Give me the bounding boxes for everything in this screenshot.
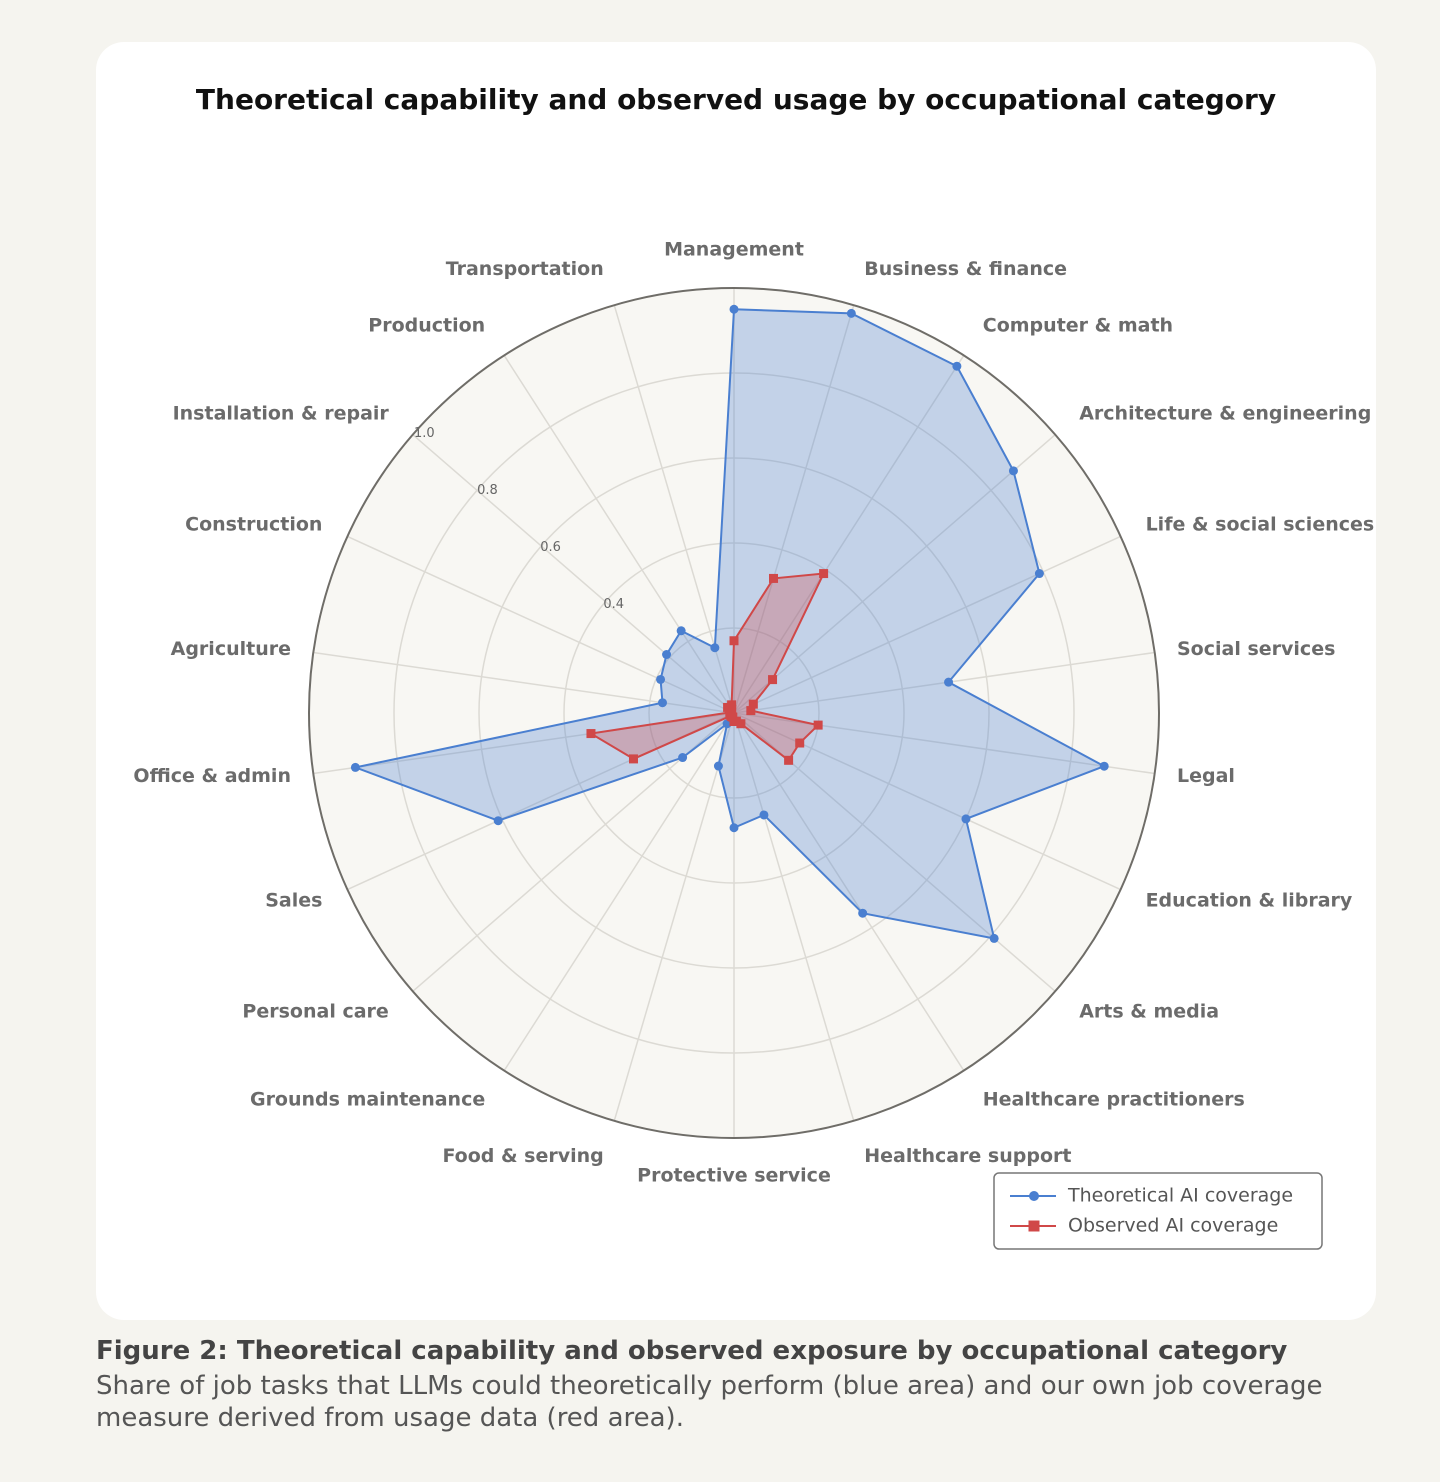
data-point — [846, 308, 856, 318]
data-point — [713, 761, 723, 771]
spoke — [733, 305, 855, 714]
category-label: Agriculture — [171, 638, 291, 660]
legend-marker — [1028, 1220, 1040, 1232]
category-label: Social services — [1177, 638, 1335, 660]
data-point — [1008, 466, 1018, 476]
data-point — [729, 304, 739, 314]
category-label: Grounds maintenance — [250, 1089, 485, 1111]
category-label: Food & serving — [442, 1145, 603, 1167]
chart: Theoretical capability and observed usag… — [133, 83, 1375, 1250]
data-point — [350, 762, 360, 772]
legend-label: Theoretical AI coverage — [1067, 1185, 1293, 1207]
r-tick-label: 0.8 — [477, 483, 498, 498]
category-label: Healthcare practitioners — [983, 1089, 1245, 1111]
data-point — [1099, 761, 1109, 771]
category-label: Management — [664, 239, 804, 261]
category-label: Computer & math — [983, 314, 1173, 336]
data-point — [729, 636, 739, 646]
data-point — [768, 675, 778, 685]
spoke — [347, 535, 735, 714]
spoke — [733, 355, 965, 714]
category-label: Architecture & engineering — [1079, 402, 1371, 424]
category-label: Production — [368, 314, 485, 336]
category-label: Sales — [265, 889, 322, 911]
data-point — [952, 361, 962, 371]
data-point — [784, 755, 794, 765]
spoke — [503, 712, 735, 1071]
category-label: Business & finance — [864, 258, 1067, 280]
spoke — [733, 535, 1121, 714]
legend-label: Observed AI coverage — [1068, 1215, 1278, 1237]
caption-text: Share of job tasks that LLMs could theor… — [96, 1371, 1323, 1433]
category-label: Life & social sciences — [1146, 514, 1375, 536]
chart-title: Theoretical capability and observed usag… — [196, 83, 1276, 116]
data-point — [746, 706, 756, 716]
r-tick-label: 1.0 — [414, 426, 435, 441]
data-point — [759, 810, 769, 820]
data-point — [1034, 569, 1044, 579]
category-label: Healthcare support — [864, 1145, 1071, 1167]
category-label: Education & library — [1146, 889, 1353, 911]
r-tick-label: 0.4 — [603, 597, 624, 612]
caption-title: Figure 2: Theoretical capability and obs… — [96, 1336, 1288, 1366]
category-label: Transportation — [446, 258, 604, 280]
legend-box — [993, 1172, 1323, 1250]
data-point — [858, 908, 868, 918]
data-point — [493, 816, 503, 826]
spoke — [733, 434, 1056, 714]
data-point — [819, 569, 829, 579]
category-label: Arts & media — [1079, 1001, 1219, 1023]
spoke — [733, 712, 855, 1121]
data-point — [657, 698, 667, 708]
outer-ring — [308, 287, 1160, 1139]
r-tick-label: 0.6 — [540, 540, 561, 555]
data-point — [586, 729, 596, 739]
data-point — [729, 823, 739, 833]
category-label: Office & admin — [133, 765, 291, 787]
data-point — [678, 753, 688, 763]
spoke — [733, 712, 965, 1071]
category-label: Construction — [185, 514, 322, 536]
data-point — [989, 933, 999, 943]
data-point — [727, 700, 737, 710]
spoke — [613, 712, 735, 1121]
data-point — [944, 677, 954, 687]
data-point — [628, 754, 638, 764]
category-label: Protective service — [637, 1165, 831, 1187]
data-point — [727, 704, 737, 714]
data-point — [656, 674, 666, 684]
spoke — [503, 355, 735, 714]
data-point — [710, 643, 720, 653]
data-point — [662, 650, 672, 660]
data-point — [795, 738, 805, 748]
data-point — [813, 720, 823, 730]
data-point — [748, 699, 758, 709]
data-point — [769, 573, 779, 583]
spoke — [412, 434, 735, 714]
category-label: Legal — [1177, 765, 1235, 787]
category-label: Personal care — [242, 1001, 388, 1023]
data-point — [961, 814, 971, 824]
data-point — [676, 626, 686, 636]
category-label: Installation & repair — [173, 402, 390, 424]
legend-marker — [1029, 1191, 1039, 1201]
